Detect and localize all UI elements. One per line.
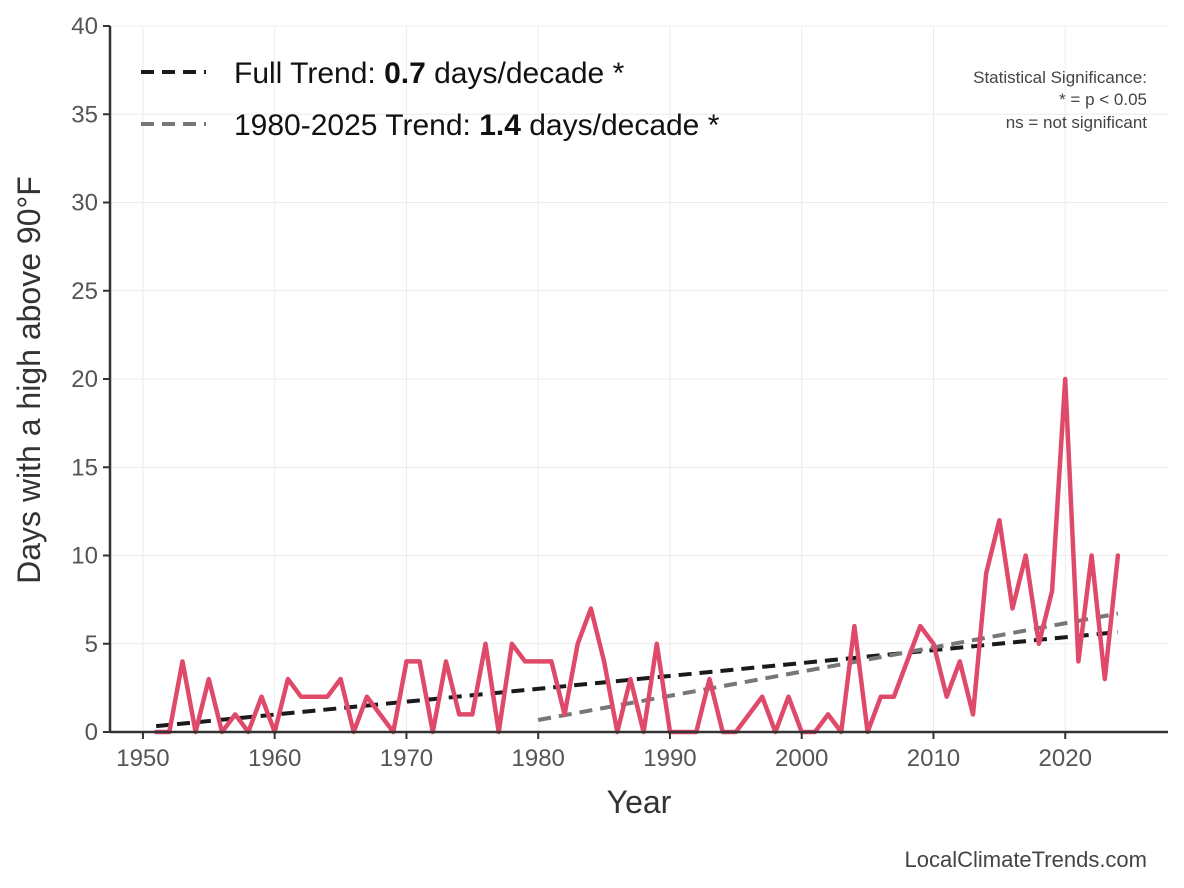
y-tick-label-40: 40 [71, 13, 98, 40]
y-tick-label-30: 30 [71, 190, 98, 217]
grid [110, 25, 1168, 732]
data-series [153, 376, 1121, 735]
significance-title: Statistical Significance: [973, 68, 1147, 87]
source-watermark: LocalClimateTrends.com [905, 847, 1148, 872]
y-tick-label-10: 10 [71, 543, 98, 570]
trend-lines [155, 611, 1119, 729]
legend-label-full-trend: Full Trend: 0.7 days/decade * [234, 57, 625, 90]
x-tick-label-2010: 2010 [907, 745, 960, 772]
significance-p-value: * = p < 0.05 [1059, 90, 1147, 109]
y-axis-ticks: 0 5 10 15 20 25 30 35 40 [71, 13, 110, 746]
y-axis-title: Days with a high above 90°F [11, 176, 47, 584]
x-tick-label-2000: 2000 [775, 745, 828, 772]
y-tick-label-25: 25 [71, 278, 98, 305]
x-axis-ticks: 1950 1960 1970 1980 1990 2000 2010 2020 [116, 732, 1092, 772]
x-tick-label-1950: 1950 [116, 745, 169, 772]
y-tick-label-35: 35 [71, 101, 98, 128]
legend: Full Trend: 0.7 days/decade * 1980-2025 … [141, 57, 720, 142]
y-tick-label-15: 15 [71, 454, 98, 481]
significance-note: Statistical Significance: * = p < 0.05 n… [973, 68, 1147, 132]
trend-line-1980-2025 [537, 611, 1119, 722]
significance-ns: ns = not significant [1006, 113, 1148, 132]
x-tick-label-2020: 2020 [1039, 745, 1092, 772]
x-tick-label-1990: 1990 [643, 745, 696, 772]
y-tick-label-0: 0 [85, 719, 98, 746]
x-tick-label-1960: 1960 [248, 745, 301, 772]
x-tick-label-1970: 1970 [380, 745, 433, 772]
x-tick-label-1980: 1980 [512, 745, 565, 772]
x-axis-title: Year [607, 784, 672, 820]
trend-line-full [155, 630, 1119, 729]
legend-label-1980-trend: 1980-2025 Trend: 1.4 days/decade * [234, 109, 720, 142]
y-tick-label-20: 20 [71, 366, 98, 393]
series-line-0 [153, 376, 1121, 735]
y-tick-label-5: 5 [85, 631, 98, 658]
